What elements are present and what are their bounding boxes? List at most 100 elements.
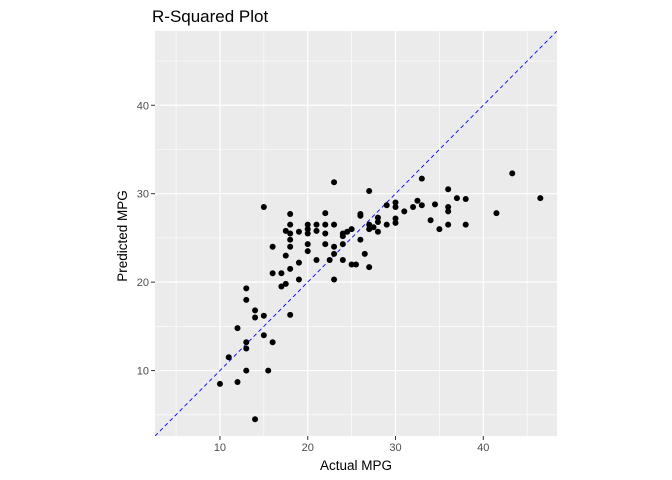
data-point — [304, 241, 311, 248]
data-point — [216, 380, 223, 387]
data-point — [243, 296, 250, 303]
data-point — [410, 203, 417, 210]
data-point — [243, 285, 250, 292]
data-point — [331, 250, 338, 257]
data-point — [462, 196, 469, 203]
data-point — [287, 243, 294, 250]
data-point — [418, 175, 425, 182]
data-point — [260, 203, 267, 210]
x-tick-label: 10 — [214, 442, 226, 454]
data-point — [243, 345, 250, 352]
y-axis-ticks: 10 20 30 40 — [137, 100, 155, 378]
data-point — [282, 227, 289, 234]
data-point — [436, 226, 443, 233]
data-point — [265, 367, 272, 374]
data-point — [282, 252, 289, 259]
data-point — [339, 241, 346, 248]
data-point — [357, 211, 364, 218]
data-point — [392, 199, 399, 206]
data-point — [269, 243, 276, 250]
data-point — [225, 354, 232, 361]
data-point — [509, 170, 516, 177]
data-point — [366, 188, 373, 195]
data-point — [445, 208, 452, 215]
data-point — [383, 202, 390, 209]
data-point — [269, 339, 276, 346]
data-point — [462, 221, 469, 228]
data-point — [370, 224, 377, 231]
data-point — [295, 228, 302, 235]
data-point — [287, 211, 294, 218]
data-point — [287, 230, 294, 237]
x-tick-label: 40 — [477, 442, 489, 454]
data-point — [243, 339, 250, 346]
data-points — [216, 170, 544, 423]
data-point — [243, 367, 250, 374]
data-point — [374, 214, 381, 221]
data-point — [383, 221, 390, 228]
data-point — [234, 379, 241, 386]
data-point — [401, 208, 408, 215]
chart-title: R-Squared Plot — [152, 7, 269, 26]
x-axis-title: Actual MPG — [320, 458, 392, 473]
data-point — [304, 226, 311, 233]
data-point — [313, 227, 320, 234]
data-point — [252, 314, 259, 321]
data-point — [278, 283, 285, 290]
data-point — [493, 210, 500, 217]
data-point — [304, 248, 311, 255]
x-tick-label: 20 — [302, 442, 314, 454]
data-point — [344, 228, 351, 235]
data-point — [313, 257, 320, 264]
data-point — [287, 311, 294, 318]
data-point — [392, 215, 399, 222]
data-point — [331, 179, 338, 186]
data-point — [278, 270, 285, 277]
data-point — [357, 236, 364, 243]
data-point — [287, 221, 294, 228]
data-point — [287, 236, 294, 243]
data-point — [326, 257, 333, 264]
data-point — [348, 226, 355, 233]
data-point — [252, 416, 259, 423]
data-point — [269, 270, 276, 277]
plot-panel — [155, 31, 557, 436]
x-tick-label: 30 — [389, 442, 401, 454]
data-point — [445, 203, 452, 210]
data-point — [392, 219, 399, 226]
data-point — [322, 230, 329, 237]
data-point — [414, 197, 421, 204]
data-point — [339, 257, 346, 264]
y-tick-label: 10 — [137, 366, 149, 378]
data-point — [366, 221, 373, 228]
data-point — [374, 228, 381, 235]
data-point — [287, 265, 294, 272]
data-point — [282, 280, 289, 287]
data-point — [431, 201, 438, 208]
data-point — [427, 217, 434, 224]
data-point — [453, 195, 460, 202]
data-point — [445, 186, 452, 193]
data-point — [353, 261, 359, 268]
data-point — [304, 221, 311, 228]
data-point — [295, 259, 302, 266]
data-point — [322, 221, 329, 228]
data-point — [322, 241, 329, 248]
data-point — [260, 312, 267, 319]
x-axis-ticks: 10 20 30 40 — [214, 436, 489, 454]
data-point — [418, 202, 425, 209]
data-point — [361, 250, 368, 257]
data-point — [331, 243, 338, 250]
data-point — [260, 332, 267, 339]
data-point — [348, 261, 355, 268]
y-axis-title: Predicted MPG — [115, 190, 130, 282]
data-point — [537, 195, 544, 202]
data-point — [374, 219, 381, 226]
y-tick-label: 20 — [137, 277, 149, 289]
data-point — [392, 203, 399, 210]
data-point — [331, 221, 338, 228]
data-point — [322, 210, 329, 217]
data-point — [234, 325, 241, 332]
data-point — [304, 230, 311, 237]
